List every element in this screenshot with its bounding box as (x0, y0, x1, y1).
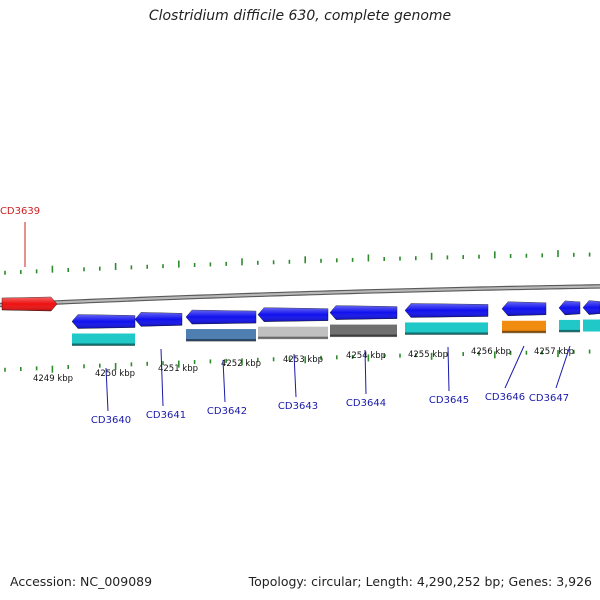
gene-arrow-cd3645-shade (405, 303, 488, 318)
scale-label: 4253 kbp (283, 355, 323, 365)
label-leader-line (222, 359, 226, 403)
feature-boxes (72, 319, 600, 347)
feature-box (559, 319, 580, 332)
feature-box (186, 329, 256, 342)
label-leader-line (105, 367, 109, 412)
label-leader-line (293, 353, 297, 398)
feature-box (405, 322, 488, 335)
scale-label: 4249 kbp (33, 374, 73, 384)
feature-box (330, 324, 397, 337)
gene-arrow-cd3643-shade (258, 307, 328, 322)
feature-box-edge (405, 332, 488, 335)
label-leader-line (160, 348, 164, 407)
accession-text: Accession: NC_009089 (10, 574, 153, 589)
feature-box-edge (72, 343, 135, 347)
feature-box (502, 320, 546, 333)
feature-box-edge (559, 329, 580, 333)
gene-label-cd3640: CD3640 (91, 415, 131, 426)
gene-arrows (1, 296, 600, 329)
gene-label-cd3642: CD3642 (207, 406, 247, 417)
gene-arrow-cd3640-shade (72, 314, 135, 329)
scale-label: 4251 kbp (158, 364, 198, 374)
scale-label: 4255 kbp (408, 350, 448, 360)
gene-label-cd3643: CD3643 (278, 401, 318, 412)
gene-label-cd3639: CD3639 (0, 206, 40, 217)
feature-box-edge (258, 336, 328, 340)
feature-box-edge (330, 334, 397, 338)
gene-arrow-partial-shade (583, 300, 600, 315)
outer-tick-marks (4, 250, 591, 275)
label-leader-line (447, 346, 450, 392)
feature-box (72, 333, 135, 346)
gene-arrow-cd3644-shade (330, 305, 397, 320)
gene-arrow-cd3642-shade (186, 310, 256, 325)
gene-arrow-cd3641-shade (135, 312, 182, 327)
feature-box-edge (502, 330, 546, 334)
label-leader-line (555, 345, 571, 389)
scale-label: 4257 kbp (534, 347, 574, 357)
label-leader-line (364, 349, 367, 395)
gene-label-cd3645: CD3645 (429, 395, 469, 406)
gene-label-cd3641: CD3641 (146, 410, 186, 421)
gene-label-cd3646: CD3646 (485, 392, 525, 403)
gene-arrow-cd3646-shade (502, 301, 546, 316)
map-title: Clostridium difficile 630, complete geno… (148, 8, 452, 24)
scale-label: 4250 kbp (95, 369, 135, 379)
feature-box (258, 326, 328, 339)
backbone-line (0, 285, 600, 307)
scale-labels: 4249 kbp 4250 kbp 4251 kbp 4252 kbp 4253 kbp… (33, 347, 574, 384)
gene-arrow-cd3647-shade (559, 300, 580, 315)
gene-label-cd3644: CD3644 (346, 398, 386, 409)
label-leaders (24, 222, 571, 412)
label-leader-line (504, 345, 525, 389)
feature-box-partial (583, 319, 600, 332)
inner-tick-marks (4, 349, 591, 373)
gene-label-cd3647: CD3647 (529, 393, 569, 404)
scale-label: 4254 kbp (346, 351, 386, 361)
gene-labels: CD3639 CD3640 CD3641 CD3642 CD3643 CD3644 CD36… (0, 206, 569, 426)
genome-backbone (0, 284, 600, 308)
genome-summary-text: Topology: circular; Length: 4,290,252 bp… (248, 574, 592, 589)
scale-label: 4252 kbp (221, 359, 261, 369)
gene-arrow-cd3639-shade (2, 297, 57, 311)
feature-box-edge (186, 339, 256, 342)
scale-label: 4256 kbp (471, 347, 511, 357)
